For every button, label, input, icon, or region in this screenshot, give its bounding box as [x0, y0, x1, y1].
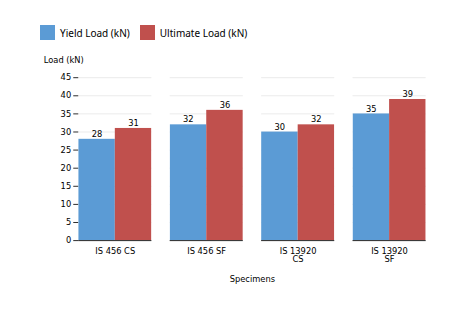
svg-text:30: 30 [275, 122, 286, 132]
svg-text:36: 36 [220, 100, 231, 110]
svg-text:15: 15 [61, 181, 72, 191]
svg-text:40: 40 [61, 90, 72, 100]
svg-text:25: 25 [61, 145, 72, 155]
svg-text:28: 28 [92, 129, 103, 139]
svg-text:5: 5 [66, 217, 71, 227]
svg-text:35: 35 [366, 104, 377, 114]
svg-text:32: 32 [183, 114, 194, 124]
svg-text:39: 39 [403, 89, 414, 99]
svg-text:IS 13920CS: IS 13920CS [280, 246, 317, 264]
html-text:Yield Load (kN): Yield Load (kN) [60, 25, 130, 40]
svg-text:35: 35 [61, 109, 72, 119]
svg-text:IS 456 CS: IS 456 CS [95, 246, 135, 256]
svg-text:10: 10 [61, 199, 72, 209]
svg-text:32: 32 [311, 114, 322, 124]
svg-text:Load (kN): Load (kN) [44, 55, 84, 65]
html-text:Ultimate Load (kN): Ultimate Load (kN) [159, 25, 248, 40]
svg-text:IS 13920SF: IS 13920SF [371, 246, 408, 264]
svg-text:30: 30 [61, 127, 72, 137]
svg-text:20: 20 [61, 163, 72, 173]
svg-text:45: 45 [61, 72, 72, 82]
svg-text:31: 31 [128, 118, 139, 128]
svg-text:Specimens: Specimens [230, 274, 275, 284]
svg-text:IS 456 SF: IS 456 SF [187, 246, 226, 256]
svg-text:0: 0 [66, 235, 71, 245]
